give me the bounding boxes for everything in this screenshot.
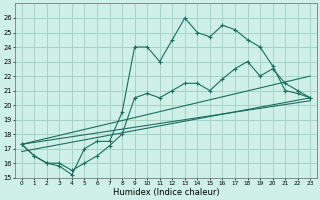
X-axis label: Humidex (Indice chaleur): Humidex (Indice chaleur) bbox=[113, 188, 219, 197]
